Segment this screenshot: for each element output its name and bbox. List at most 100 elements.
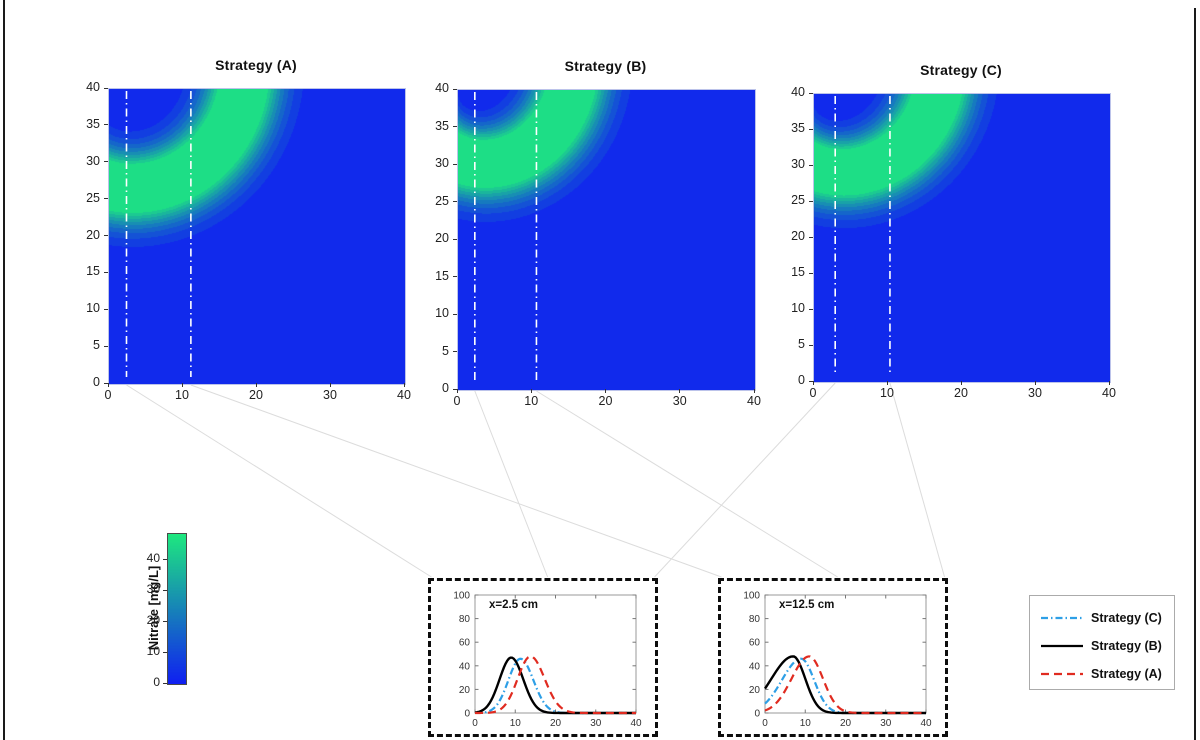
y-tick-mark — [104, 124, 108, 126]
y-tick-mark — [809, 272, 813, 274]
x-tick-label: 30 — [672, 394, 687, 408]
legend: Strategy (C) Strategy (B) Strategy (A) — [1029, 595, 1175, 690]
legend-label-strategy-b: Strategy (B) — [1091, 639, 1162, 653]
y-tick-label: 0 — [798, 373, 805, 387]
legend-line-strategy-c — [1041, 616, 1083, 620]
inset-y-tick-label: 40 — [459, 661, 471, 672]
y-tick-label: 40 — [791, 85, 805, 99]
y-tick-label: 30 — [86, 153, 100, 168]
y-tick-label: 35 — [791, 121, 805, 135]
inset-y-tick-label: 20 — [459, 685, 471, 696]
y-tick-mark — [809, 200, 813, 202]
legend-item-strategy-b: Strategy (B) — [1040, 637, 1162, 655]
colorbar-tick-mark — [163, 558, 167, 560]
y-tick-mark — [104, 87, 108, 89]
y-tick-mark — [809, 236, 813, 238]
heatmap-strategy-c: Strategy (C) 0 5 10 15 20 25 30 35 40 0 10 20 30 40 — [791, 62, 1116, 400]
inset-y-tick-label: 60 — [459, 638, 471, 649]
x-tick-mark — [1108, 381, 1110, 385]
callout-line-a-to-inset2 — [190, 384, 722, 578]
x-tick-label: 40 — [747, 394, 761, 408]
inset-y-tick-label: 60 — [749, 638, 761, 649]
inset-y-tick-label: 0 — [464, 709, 470, 720]
x-tick-label: 0 — [453, 394, 461, 408]
y-tick-mark — [809, 344, 813, 346]
colorbar-tick-mark — [163, 651, 167, 653]
y-tick-mark — [809, 92, 813, 94]
colorbar: Nitrate [mg/L] 0 10 20 30 40 — [146, 533, 187, 689]
sample-location-lines-c — [834, 96, 891, 375]
colorbar-tick-label: 30 — [146, 582, 160, 597]
y-tick-label: 25 — [791, 193, 805, 207]
colorbar-gradient — [167, 533, 187, 685]
x-tick-mark — [1034, 381, 1036, 385]
inset-x-tick-label: 0 — [762, 718, 768, 729]
inset-x-tick-label: 10 — [510, 718, 522, 729]
inset-y-tick-label: 100 — [453, 591, 470, 602]
y-tick-label: 0 — [93, 375, 100, 389]
x-tick-label: 20 — [249, 388, 263, 402]
inset-x-tick-label: 40 — [630, 718, 642, 729]
panel-title-b: Strategy (B) — [564, 58, 647, 74]
x-tick-mark — [753, 389, 755, 393]
y-tick-label: 20 — [435, 231, 449, 245]
colorbar-tick-mark — [163, 682, 167, 684]
y-tick-label: 10 — [791, 301, 805, 315]
y-tick-label: 40 — [435, 81, 449, 95]
y-tick-label: 15 — [86, 264, 100, 279]
callout-line-b-to-inset2 — [536, 390, 838, 578]
contour-field-c — [813, 93, 1111, 383]
y-tick-mark — [809, 128, 813, 130]
inset-lineplot-x2p5: 0 10 20 30 40 0 20 40 60 80 100 — [453, 591, 642, 730]
y-tick-mark — [453, 313, 457, 315]
y-tick-label: 20 — [791, 229, 805, 243]
y-tick-mark — [453, 201, 457, 202]
y-tick-label: 10 — [435, 306, 449, 320]
y-tick-mark — [104, 308, 108, 310]
y-tick-mark — [809, 308, 813, 310]
x-tick-label: 30 — [323, 388, 337, 402]
y-tick-mark — [104, 271, 108, 273]
colorbar-tick-mark — [163, 620, 167, 622]
y-tick-mark — [453, 163, 457, 165]
inset-curve-strategyc — [474, 657, 636, 715]
panel-title-c: Strategy (C) — [920, 62, 1002, 78]
inset-x-tick-label: 0 — [472, 718, 478, 729]
contour-field-a — [108, 88, 406, 385]
inset-x-tick-label: 40 — [920, 718, 932, 729]
x-tick-mark — [456, 389, 458, 393]
sample-location-lines-a — [125, 91, 192, 377]
y-tick-label: 35 — [86, 116, 100, 131]
inset-x-tick-label: 10 — [800, 718, 812, 729]
legend-item-strategy-a: Strategy (A) — [1040, 665, 1162, 683]
y-tick-label: 5 — [93, 338, 100, 353]
inset-y-tick-label: 100 — [743, 591, 760, 602]
colorbar-tick-label: 40 — [146, 551, 160, 566]
inset-x-tick-label: 20 — [550, 718, 562, 729]
y-tick-mark — [104, 161, 108, 163]
x-tick-mark — [960, 381, 962, 385]
y-tick-label: 35 — [435, 118, 449, 133]
x-tick-label: 10 — [175, 388, 189, 402]
page-right-border — [1194, 8, 1196, 740]
contour-field-b — [457, 89, 756, 391]
inset-callout-box-x12p5: x=12.5 cm 0 10 20 30 40 0 20 40 60 80 100 — [718, 578, 948, 737]
inset-y-tick-label: 20 — [749, 685, 761, 696]
x-tick-label: 10 — [880, 386, 894, 400]
x-tick-mark — [530, 389, 532, 393]
x-tick-mark — [181, 383, 183, 387]
colorbar-tick-mark — [163, 589, 167, 591]
y-tick-label: 5 — [442, 343, 449, 358]
page-left-border — [3, 0, 5, 740]
colorbar-tick-label: 20 — [146, 613, 160, 628]
x-tick-mark — [605, 389, 606, 393]
y-tick-label: 25 — [86, 190, 100, 205]
y-tick-mark — [104, 345, 108, 347]
x-tick-mark — [679, 389, 681, 393]
y-tick-label: 30 — [791, 157, 805, 171]
colorbar-tick-label: 10 — [146, 644, 160, 659]
x-tick-label: 0 — [809, 386, 817, 400]
inset-y-tick-label: 40 — [749, 661, 761, 672]
x-tick-mark — [329, 383, 331, 387]
